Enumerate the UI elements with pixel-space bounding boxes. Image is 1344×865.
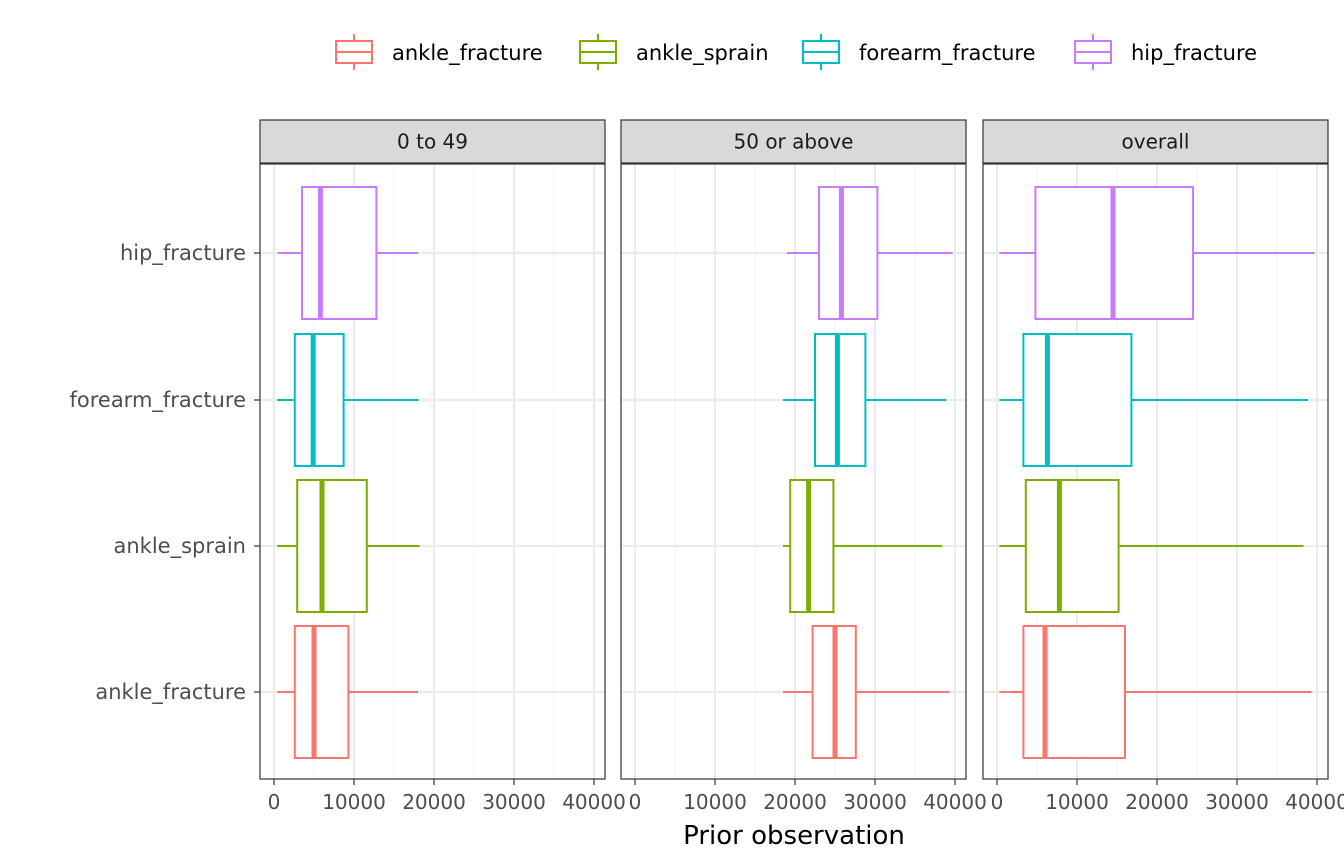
- box-ankle_fracture: [999, 625, 1312, 759]
- x-axis-title: Prior observation: [683, 821, 905, 851]
- panel-background: [621, 164, 966, 779]
- box-iqr: [301, 186, 378, 320]
- facet-strip-label: 50 or above: [734, 130, 854, 154]
- box-ankle_fracture: [277, 625, 418, 759]
- x-tick-label: 20000: [763, 790, 827, 814]
- x-tick-label: 10000: [1045, 790, 1109, 814]
- box-iqr: [1022, 625, 1127, 759]
- facet-strip-label: overall: [1122, 130, 1190, 154]
- legend-key-icon: [579, 34, 617, 70]
- box-iqr: [293, 333, 345, 467]
- x-tick-label: 20000: [402, 790, 466, 814]
- facet-panel-1: 50 or above 0 10000 20000 30000 40000: [620, 119, 987, 814]
- legend-item-forearm_fracture: forearm_fracture: [802, 34, 1036, 70]
- legend: ankle_fracture ankle_sprain forearm_fractu…: [335, 34, 1257, 70]
- box-ankle_sprain: [999, 479, 1304, 613]
- box-forearm_fracture: [277, 333, 419, 467]
- x-tick-label: 30000: [1205, 790, 1269, 814]
- box-iqr: [1022, 333, 1133, 467]
- box-ankle_sprain: [783, 479, 943, 613]
- x-tick-label: 10000: [683, 790, 747, 814]
- box-hip_fracture: [999, 186, 1315, 320]
- box-hip_fracture: [278, 186, 418, 320]
- x-tick-label: 0: [991, 790, 1004, 814]
- y-tick-label: ankle_sprain: [113, 534, 246, 559]
- box-iqr: [296, 479, 368, 613]
- x-tick-label: 30000: [843, 790, 907, 814]
- x-tick-label: 0: [268, 790, 281, 814]
- box-forearm_fracture: [783, 333, 947, 467]
- facet-strip-label: 0 to 49: [397, 130, 468, 154]
- x-tick-label: 40000: [562, 790, 626, 814]
- facet-panel-0: 0 to 49 0 10000 20000 30000 40000 ankle_fractu…: [69, 119, 626, 814]
- panel-border: [620, 163, 967, 780]
- box-iqr: [814, 333, 867, 467]
- box-forearm_fracture: [999, 333, 1309, 467]
- box-iqr: [818, 186, 879, 320]
- box-ankle_fracture: [783, 625, 950, 759]
- x-tick-label: 0: [629, 790, 642, 814]
- box-ankle_sprain: [277, 479, 420, 613]
- facet-panel-2: overall 0 10000 20000 30000 40000: [982, 119, 1344, 814]
- facet-strip: [259, 119, 606, 164]
- legend-label: forearm_fracture: [859, 41, 1036, 66]
- legend-item-ankle_sprain: ankle_sprain: [579, 34, 769, 70]
- legend-label: ankle_sprain: [636, 41, 769, 66]
- x-tick-label: 10000: [322, 790, 386, 814]
- facet-strip: [982, 119, 1329, 164]
- box-hip_fracture: [787, 186, 953, 320]
- panel-border: [259, 163, 606, 780]
- y-tick-label: ankle_fracture: [95, 680, 246, 705]
- legend-key-icon: [802, 34, 840, 70]
- legend-key-icon: [335, 34, 373, 70]
- legend-item-ankle_fracture: ankle_fracture: [335, 34, 543, 70]
- facet-strip: [620, 119, 967, 164]
- box-iqr: [789, 479, 835, 613]
- box-iqr: [1024, 479, 1120, 613]
- legend-label: hip_fracture: [1131, 41, 1257, 66]
- x-tick-label: 20000: [1125, 790, 1189, 814]
- y-tick-label: forearm_fracture: [69, 388, 246, 413]
- y-tick-label: hip_fracture: [120, 241, 246, 266]
- x-tick-label: 40000: [923, 790, 987, 814]
- box-iqr: [293, 625, 350, 759]
- legend-item-hip_fracture: hip_fracture: [1074, 34, 1257, 70]
- facet-panels: 0 to 49 0 10000 20000 30000 40000 ankle_fractu…: [69, 119, 1344, 814]
- panel-border: [982, 163, 1329, 780]
- x-tick-label: 30000: [482, 790, 546, 814]
- x-tick-label: 40000: [1285, 790, 1344, 814]
- legend-label: ankle_fracture: [392, 41, 543, 66]
- legend-key-icon: [1074, 34, 1112, 70]
